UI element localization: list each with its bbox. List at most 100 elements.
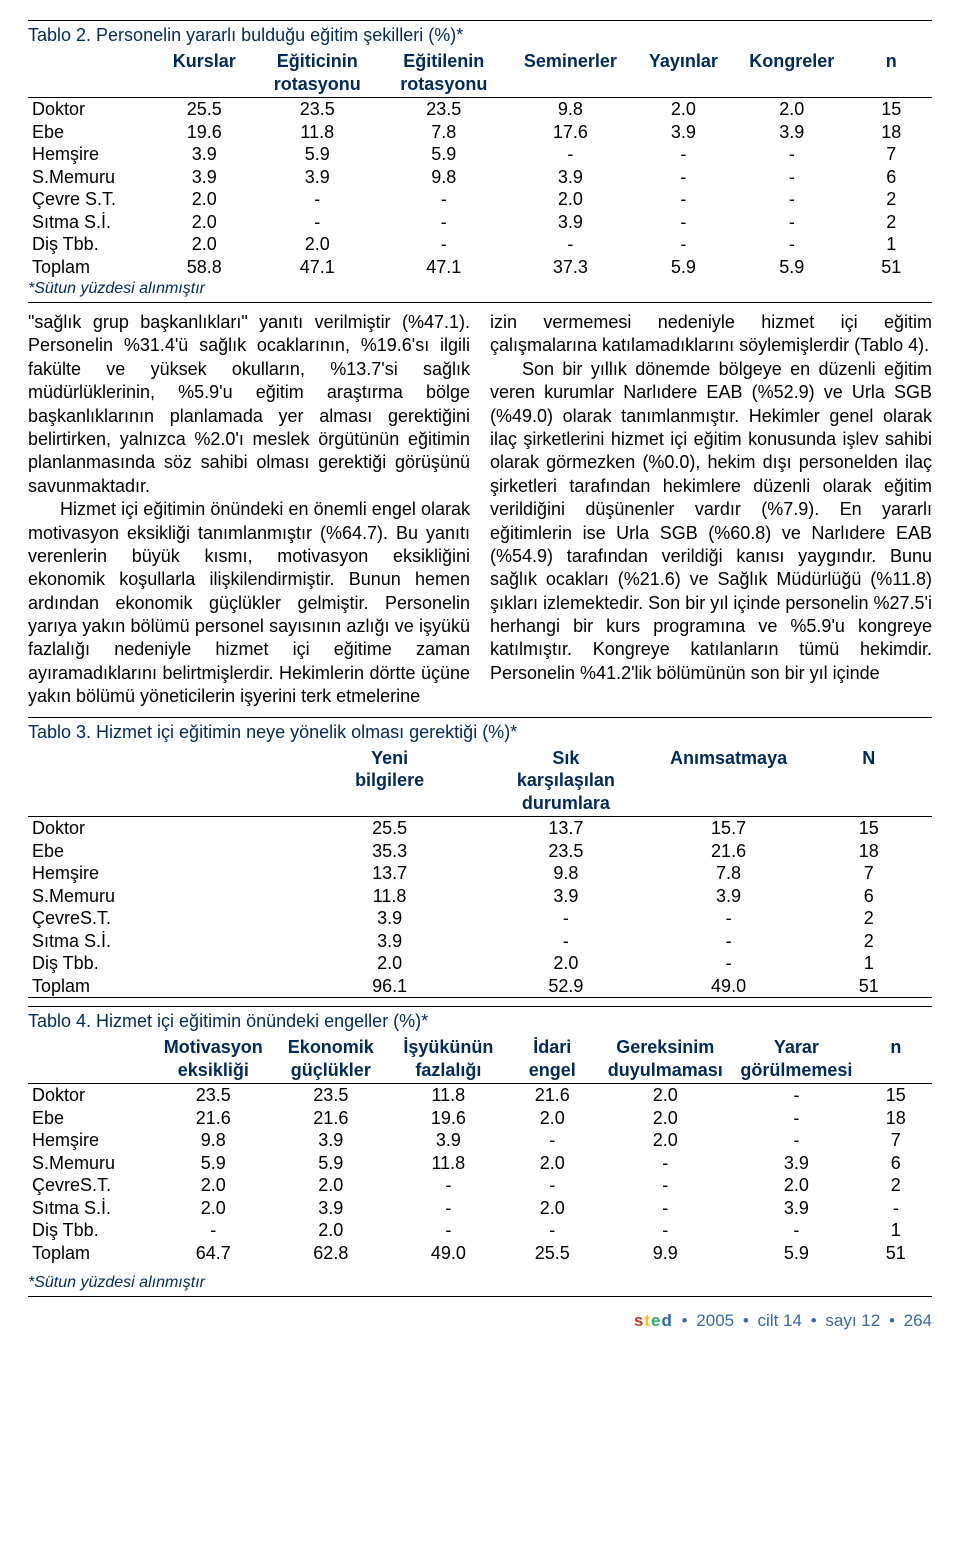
table-cell: Hemşire (28, 143, 155, 166)
table-cell: 3.9 (507, 166, 634, 189)
table-header: Eğitileninrotasyonu (381, 48, 508, 98)
table-cell: 23.5 (381, 98, 508, 121)
table-cell: 2.0 (507, 1152, 597, 1175)
table-cell: 13.7 (480, 817, 652, 840)
table-cell: 5.9 (733, 1242, 860, 1265)
table-cell: - (390, 1197, 508, 1220)
table-cell: 62.8 (272, 1242, 390, 1265)
table-row: ÇevreS.T.2.02.0---2.02 (28, 1174, 932, 1197)
table-row: Çevre S.T.2.0--2.0--2 (28, 188, 932, 211)
table-cell: 49.0 (390, 1242, 508, 1265)
table-row: Ebe19.611.87.817.63.93.918 (28, 121, 932, 144)
table-cell: - (507, 1129, 597, 1152)
table-header: Yarargörülmemesi (733, 1034, 860, 1084)
table-cell: Hemşire (28, 862, 299, 885)
table-header: İdariengel (507, 1034, 597, 1084)
table-cell: S.Memuru (28, 1152, 155, 1175)
table-cell: 5.9 (733, 256, 851, 279)
table-cell: 3.9 (652, 885, 806, 908)
table-cell: - (480, 930, 652, 953)
table-cell: 2 (860, 1174, 932, 1197)
table-cell: 13.7 (299, 862, 480, 885)
bullet-icon: • (807, 1311, 821, 1330)
tablo-3-table: YenibilgilereSıkkarşılaşılan durumlaraAn… (28, 745, 932, 998)
table-cell: Hemşire (28, 1129, 155, 1152)
table-cell: 15.7 (652, 817, 806, 840)
table-row: Doktor25.513.715.715 (28, 817, 932, 840)
table-header: İşyükününfazlalığı (390, 1034, 508, 1084)
table-cell: - (733, 143, 851, 166)
table-cell: 6 (860, 1152, 932, 1175)
table-cell: - (860, 1197, 932, 1220)
tablo-3-title: Tablo 3. Hizmet içi eğitimin neye yöneli… (28, 718, 932, 745)
table-header: Seminerler (507, 48, 634, 98)
table-header (28, 1034, 155, 1084)
table-row: Hemşire9.83.93.9-2.0-7 (28, 1129, 932, 1152)
tablo-2-table: KurslarEğiticininrotasyonuEğitileninrota… (28, 48, 932, 278)
table-cell: - (507, 1219, 597, 1242)
table-cell: 37.3 (507, 256, 634, 279)
table-cell: 9.8 (155, 1129, 273, 1152)
table-row: Doktor23.523.511.821.62.0-15 (28, 1084, 932, 1107)
table-cell: - (634, 166, 733, 189)
table-header: n (860, 1034, 932, 1084)
table-row: Doktor25.523.523.59.82.02.015 (28, 98, 932, 121)
table-cell: Doktor (28, 98, 155, 121)
table-cell: S.Memuru (28, 885, 299, 908)
table-cell: S.Memuru (28, 166, 155, 189)
table-cell: 19.6 (390, 1107, 508, 1130)
table-cell: 1 (851, 233, 932, 256)
table-cell: Sıtma S.İ. (28, 211, 155, 234)
table-cell: Doktor (28, 817, 299, 840)
table-cell: 2.0 (155, 233, 254, 256)
table-row: Sıtma S.İ.2.0--3.9--2 (28, 211, 932, 234)
table-cell: 2.0 (272, 1174, 390, 1197)
table-header: N (805, 745, 932, 817)
table-row: Diş Tbb.2.02.0----1 (28, 233, 932, 256)
table-cell: - (733, 233, 851, 256)
table-cell: 51 (805, 975, 932, 998)
table-header: Ekonomikgüçlükler (272, 1034, 390, 1084)
table-cell: 5.9 (155, 1152, 273, 1175)
body-text-left-p1: "sağlık grup başkanlıkları" yanıtı veril… (28, 311, 470, 498)
table-cell: - (381, 211, 508, 234)
table-cell: - (634, 211, 733, 234)
footer-sayi: sayı 12 (825, 1311, 880, 1330)
body-text-columns: "sağlık grup başkanlıkları" yanıtı veril… (28, 311, 932, 709)
table-header: Yenibilgilere (299, 745, 480, 817)
table-cell: 35.3 (299, 840, 480, 863)
tablo-4-table: MotivasyoneksikliğiEkonomikgüçlüklerİşyü… (28, 1034, 932, 1264)
footer-cilt: cilt 14 (758, 1311, 802, 1330)
table-cell: - (381, 188, 508, 211)
table-cell: 15 (860, 1084, 932, 1107)
table-cell: 7.8 (381, 121, 508, 144)
table-cell: 2.0 (480, 952, 652, 975)
tablo-2-footnote: *Sütun yüzdesi alınmıştır (28, 278, 932, 302)
table-cell: 25.5 (507, 1242, 597, 1265)
table-cell: 2.0 (155, 1174, 273, 1197)
table-cell: - (634, 233, 733, 256)
table-cell: - (733, 166, 851, 189)
tablo-3: Tablo 3. Hizmet içi eğitimin neye yöneli… (28, 717, 932, 999)
table-cell: 2.0 (507, 188, 634, 211)
table-cell: - (597, 1219, 733, 1242)
table-cell: 21.6 (652, 840, 806, 863)
table-cell: 7 (860, 1129, 932, 1152)
table-cell: - (652, 930, 806, 953)
table-cell: 9.8 (507, 98, 634, 121)
table-cell: 47.1 (381, 256, 508, 279)
table-row: Diş Tbb.-2.0----1 (28, 1219, 932, 1242)
table-cell: - (254, 188, 381, 211)
table-cell: 23.5 (254, 98, 381, 121)
table-cell: 47.1 (254, 256, 381, 279)
table-cell: 7 (851, 143, 932, 166)
table-header: Yayınlar (634, 48, 733, 98)
table-cell: 2.0 (733, 1174, 860, 1197)
body-text-left-p2: Hizmet içi eğitimin önündeki en önemli e… (28, 498, 470, 709)
table-cell: 2.0 (634, 98, 733, 121)
table-cell: 21.6 (507, 1084, 597, 1107)
page-footer: sted • 2005 • cilt 14 • sayı 12 • 264 (28, 1305, 932, 1331)
table-row: Hemşire3.95.95.9---7 (28, 143, 932, 166)
table-cell: 3.9 (733, 121, 851, 144)
table-cell: Çevre S.T. (28, 188, 155, 211)
